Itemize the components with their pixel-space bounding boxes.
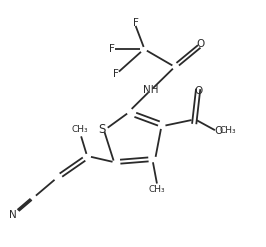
Text: F: F xyxy=(133,19,139,28)
Text: F: F xyxy=(109,44,115,54)
Text: O: O xyxy=(214,126,222,136)
Text: N: N xyxy=(9,210,17,220)
Text: S: S xyxy=(99,123,106,136)
Text: O: O xyxy=(194,86,202,96)
Text: F: F xyxy=(113,69,119,79)
Text: CH₃: CH₃ xyxy=(220,126,236,135)
Text: O: O xyxy=(197,40,205,49)
Text: CH₃: CH₃ xyxy=(149,185,165,194)
Text: NH: NH xyxy=(143,85,158,95)
Text: CH₃: CH₃ xyxy=(72,125,88,134)
